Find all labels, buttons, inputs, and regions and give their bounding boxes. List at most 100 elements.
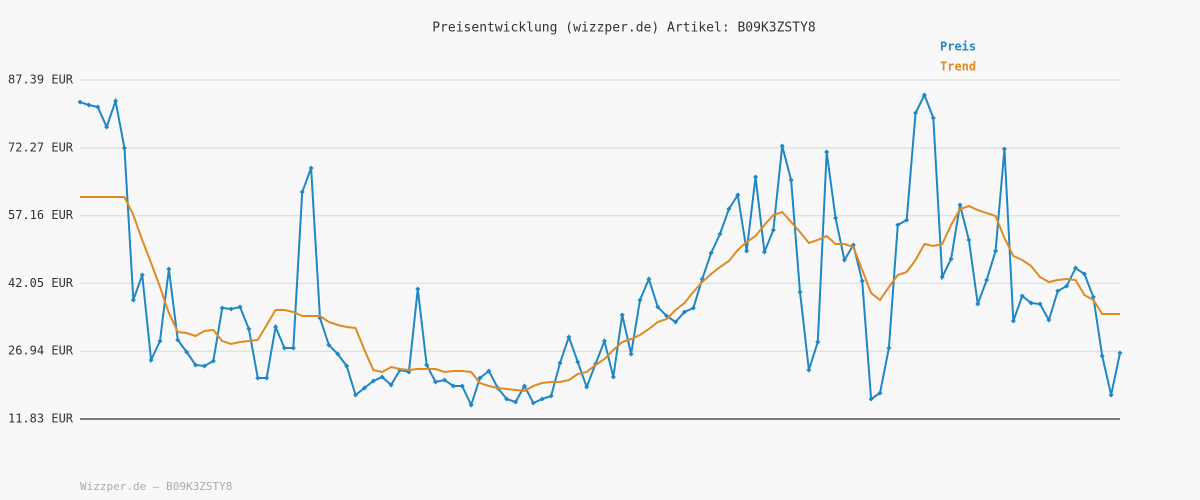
point-marker <box>290 345 296 351</box>
point-marker <box>175 337 181 343</box>
point-marker <box>975 301 981 307</box>
legend-label: Preis <box>940 40 976 54</box>
point-marker <box>477 375 483 381</box>
point-marker <box>1019 293 1025 299</box>
point-marker <box>895 222 901 228</box>
point-marker <box>255 375 261 381</box>
point-marker <box>815 339 821 345</box>
point-marker <box>326 342 332 348</box>
point-marker <box>344 363 350 369</box>
point-marker <box>824 149 830 155</box>
y-tick-label: 57.16 EUR <box>8 208 74 222</box>
point-marker <box>904 217 910 223</box>
point-marker <box>468 402 474 408</box>
y-tick-label: 26.94 EUR <box>8 344 74 358</box>
point-marker <box>957 202 963 208</box>
point-marker <box>228 306 234 312</box>
y-tick-label: 72.27 EUR <box>8 140 74 154</box>
point-marker <box>1108 392 1114 398</box>
legend-label: Trend <box>940 60 976 74</box>
point-marker <box>139 272 145 278</box>
point-marker <box>619 312 625 318</box>
point-marker <box>415 286 421 292</box>
point-marker <box>806 367 812 373</box>
point-marker <box>575 359 581 365</box>
footer: Wizzper.de – B09K3ZSTY8 <box>80 480 232 493</box>
point-marker <box>841 257 847 263</box>
point-marker <box>1081 271 1087 277</box>
point-marker <box>299 189 305 195</box>
point-marker <box>797 289 803 295</box>
point-marker <box>966 237 972 243</box>
series-line <box>80 196 1120 393</box>
point-marker <box>86 102 92 108</box>
point-marker <box>441 377 447 383</box>
point-marker <box>655 304 661 310</box>
point-marker <box>379 374 385 380</box>
point-marker <box>459 383 465 389</box>
y-tick-label: 11.83 EUR <box>8 412 74 426</box>
point-marker <box>77 99 83 105</box>
point-marker <box>424 362 430 368</box>
point-marker <box>557 360 563 366</box>
point-marker <box>788 177 794 183</box>
point-marker <box>584 384 590 390</box>
point-marker <box>1001 146 1007 152</box>
point-marker <box>433 379 439 385</box>
point-marker <box>913 110 919 116</box>
point-marker <box>450 383 456 389</box>
point-marker <box>948 256 954 262</box>
point-marker <box>264 375 270 381</box>
point-marker <box>1010 318 1016 324</box>
point-marker <box>1099 353 1105 359</box>
point-marker <box>121 145 127 151</box>
point-marker <box>708 250 714 256</box>
point-marker <box>681 309 687 315</box>
point-marker <box>530 400 536 406</box>
point-marker <box>868 396 874 402</box>
point-marker <box>388 382 394 388</box>
y-tick-label: 87.39 EUR <box>8 73 74 87</box>
point-marker <box>637 297 643 303</box>
point-marker <box>504 396 510 402</box>
point-marker <box>886 345 892 351</box>
point-marker <box>877 390 883 396</box>
point-marker <box>753 174 759 180</box>
point-marker <box>113 98 119 104</box>
point-marker <box>859 278 865 284</box>
point-marker <box>130 297 136 303</box>
point-marker <box>726 206 732 212</box>
point-marker <box>770 227 776 233</box>
point-marker <box>610 374 616 380</box>
point-marker <box>237 304 243 310</box>
point-marker <box>646 276 652 282</box>
y-tick-label: 42.05 EUR <box>8 276 74 290</box>
point-marker <box>148 357 154 363</box>
point-marker <box>1073 265 1079 271</box>
point-marker <box>939 274 945 280</box>
point-marker <box>335 351 341 357</box>
point-marker <box>273 324 279 330</box>
point-marker <box>201 363 207 369</box>
point-marker <box>521 383 527 389</box>
point-marker <box>1064 283 1070 289</box>
point-marker <box>184 349 190 355</box>
point-marker <box>513 399 519 405</box>
point-marker <box>210 358 216 364</box>
point-marker <box>1055 288 1061 294</box>
point-marker <box>95 104 101 110</box>
point-marker <box>1046 317 1052 323</box>
point-marker <box>281 345 287 351</box>
point-marker <box>370 378 376 384</box>
point-marker <box>193 362 199 368</box>
point-marker <box>1117 350 1123 356</box>
point-marker <box>673 319 679 325</box>
point-marker <box>601 338 607 344</box>
point-marker <box>779 143 785 149</box>
point-marker <box>539 396 545 402</box>
point-marker <box>1028 300 1034 306</box>
point-marker <box>690 305 696 311</box>
point-marker <box>219 305 225 311</box>
point-marker <box>353 392 359 398</box>
